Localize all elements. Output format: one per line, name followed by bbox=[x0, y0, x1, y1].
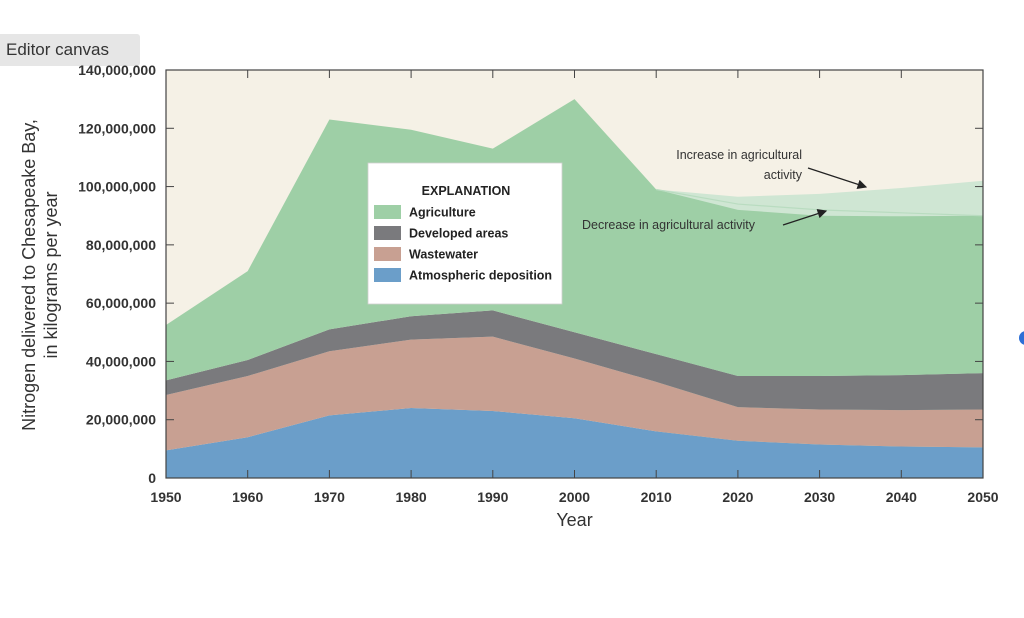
annotation-increase-line2: activity bbox=[764, 168, 803, 182]
y-tick-label: 20,000,000 bbox=[86, 412, 156, 428]
editor-canvas-label: Editor canvas bbox=[0, 34, 140, 66]
annotation-decrease: Decrease in agricultural activity bbox=[582, 218, 756, 232]
y-tick-label: 80,000,000 bbox=[86, 237, 156, 253]
annotation-arrow-increase bbox=[807, 167, 868, 189]
annotation-arrow-decrease bbox=[782, 209, 828, 226]
x-tick-label: 2010 bbox=[641, 489, 672, 505]
chart-legend: EXPLANATION Agriculture Developed areas Was… bbox=[367, 162, 563, 305]
legend-label: Wastewater bbox=[409, 248, 478, 262]
chart-axes: 0 20,000,000 40,000,000 60,000,000 80,000,00… bbox=[19, 62, 999, 530]
area-atmospheric-deposition bbox=[166, 408, 983, 478]
y-tick-label: 0 bbox=[148, 470, 156, 486]
legend-label: Atmospheric deposition bbox=[409, 269, 552, 283]
y-tick-label: 60,000,000 bbox=[86, 295, 156, 311]
y-tick-label: 140,000,000 bbox=[78, 62, 156, 78]
y-tick-label: 40,000,000 bbox=[86, 353, 156, 369]
annotation-increase-line1: Increase in agricultural bbox=[676, 148, 802, 162]
x-tick-label: 1980 bbox=[396, 489, 427, 505]
chart-annotations: Increase in agricultural activity Decrease… bbox=[582, 148, 868, 232]
x-tick-label: 2020 bbox=[722, 489, 753, 505]
resize-handle[interactable] bbox=[1019, 331, 1024, 345]
x-tick-label: 1960 bbox=[232, 489, 263, 505]
x-tick-label: 2040 bbox=[886, 489, 917, 505]
legend-label: Developed areas bbox=[409, 227, 508, 241]
legend-title: EXPLANATION bbox=[422, 184, 511, 198]
x-tick-label: 2050 bbox=[967, 489, 998, 505]
legend-swatch bbox=[374, 268, 401, 282]
area-developed-areas bbox=[166, 310, 983, 411]
legend-swatch bbox=[374, 226, 401, 240]
x-tick-label: 1970 bbox=[314, 489, 345, 505]
y-tick-label: 100,000,000 bbox=[78, 179, 156, 195]
legend-label: Agriculture bbox=[409, 206, 476, 220]
x-tick-label: 2030 bbox=[804, 489, 835, 505]
y-axis-title-line2: in kilograms per year bbox=[41, 191, 61, 358]
x-axis-title: Year bbox=[556, 510, 592, 530]
y-tick-label: 120,000,000 bbox=[78, 120, 156, 136]
y-axis-title-line1: Nitrogen delivered to Chesapeake Bay, bbox=[19, 119, 39, 431]
legend-swatch bbox=[374, 205, 401, 219]
area-wastewater bbox=[166, 336, 983, 451]
x-tick-label: 1990 bbox=[477, 489, 508, 505]
legend-swatch bbox=[374, 247, 401, 261]
x-tick-label: 1950 bbox=[150, 489, 181, 505]
x-tick-label: 2000 bbox=[559, 489, 590, 505]
